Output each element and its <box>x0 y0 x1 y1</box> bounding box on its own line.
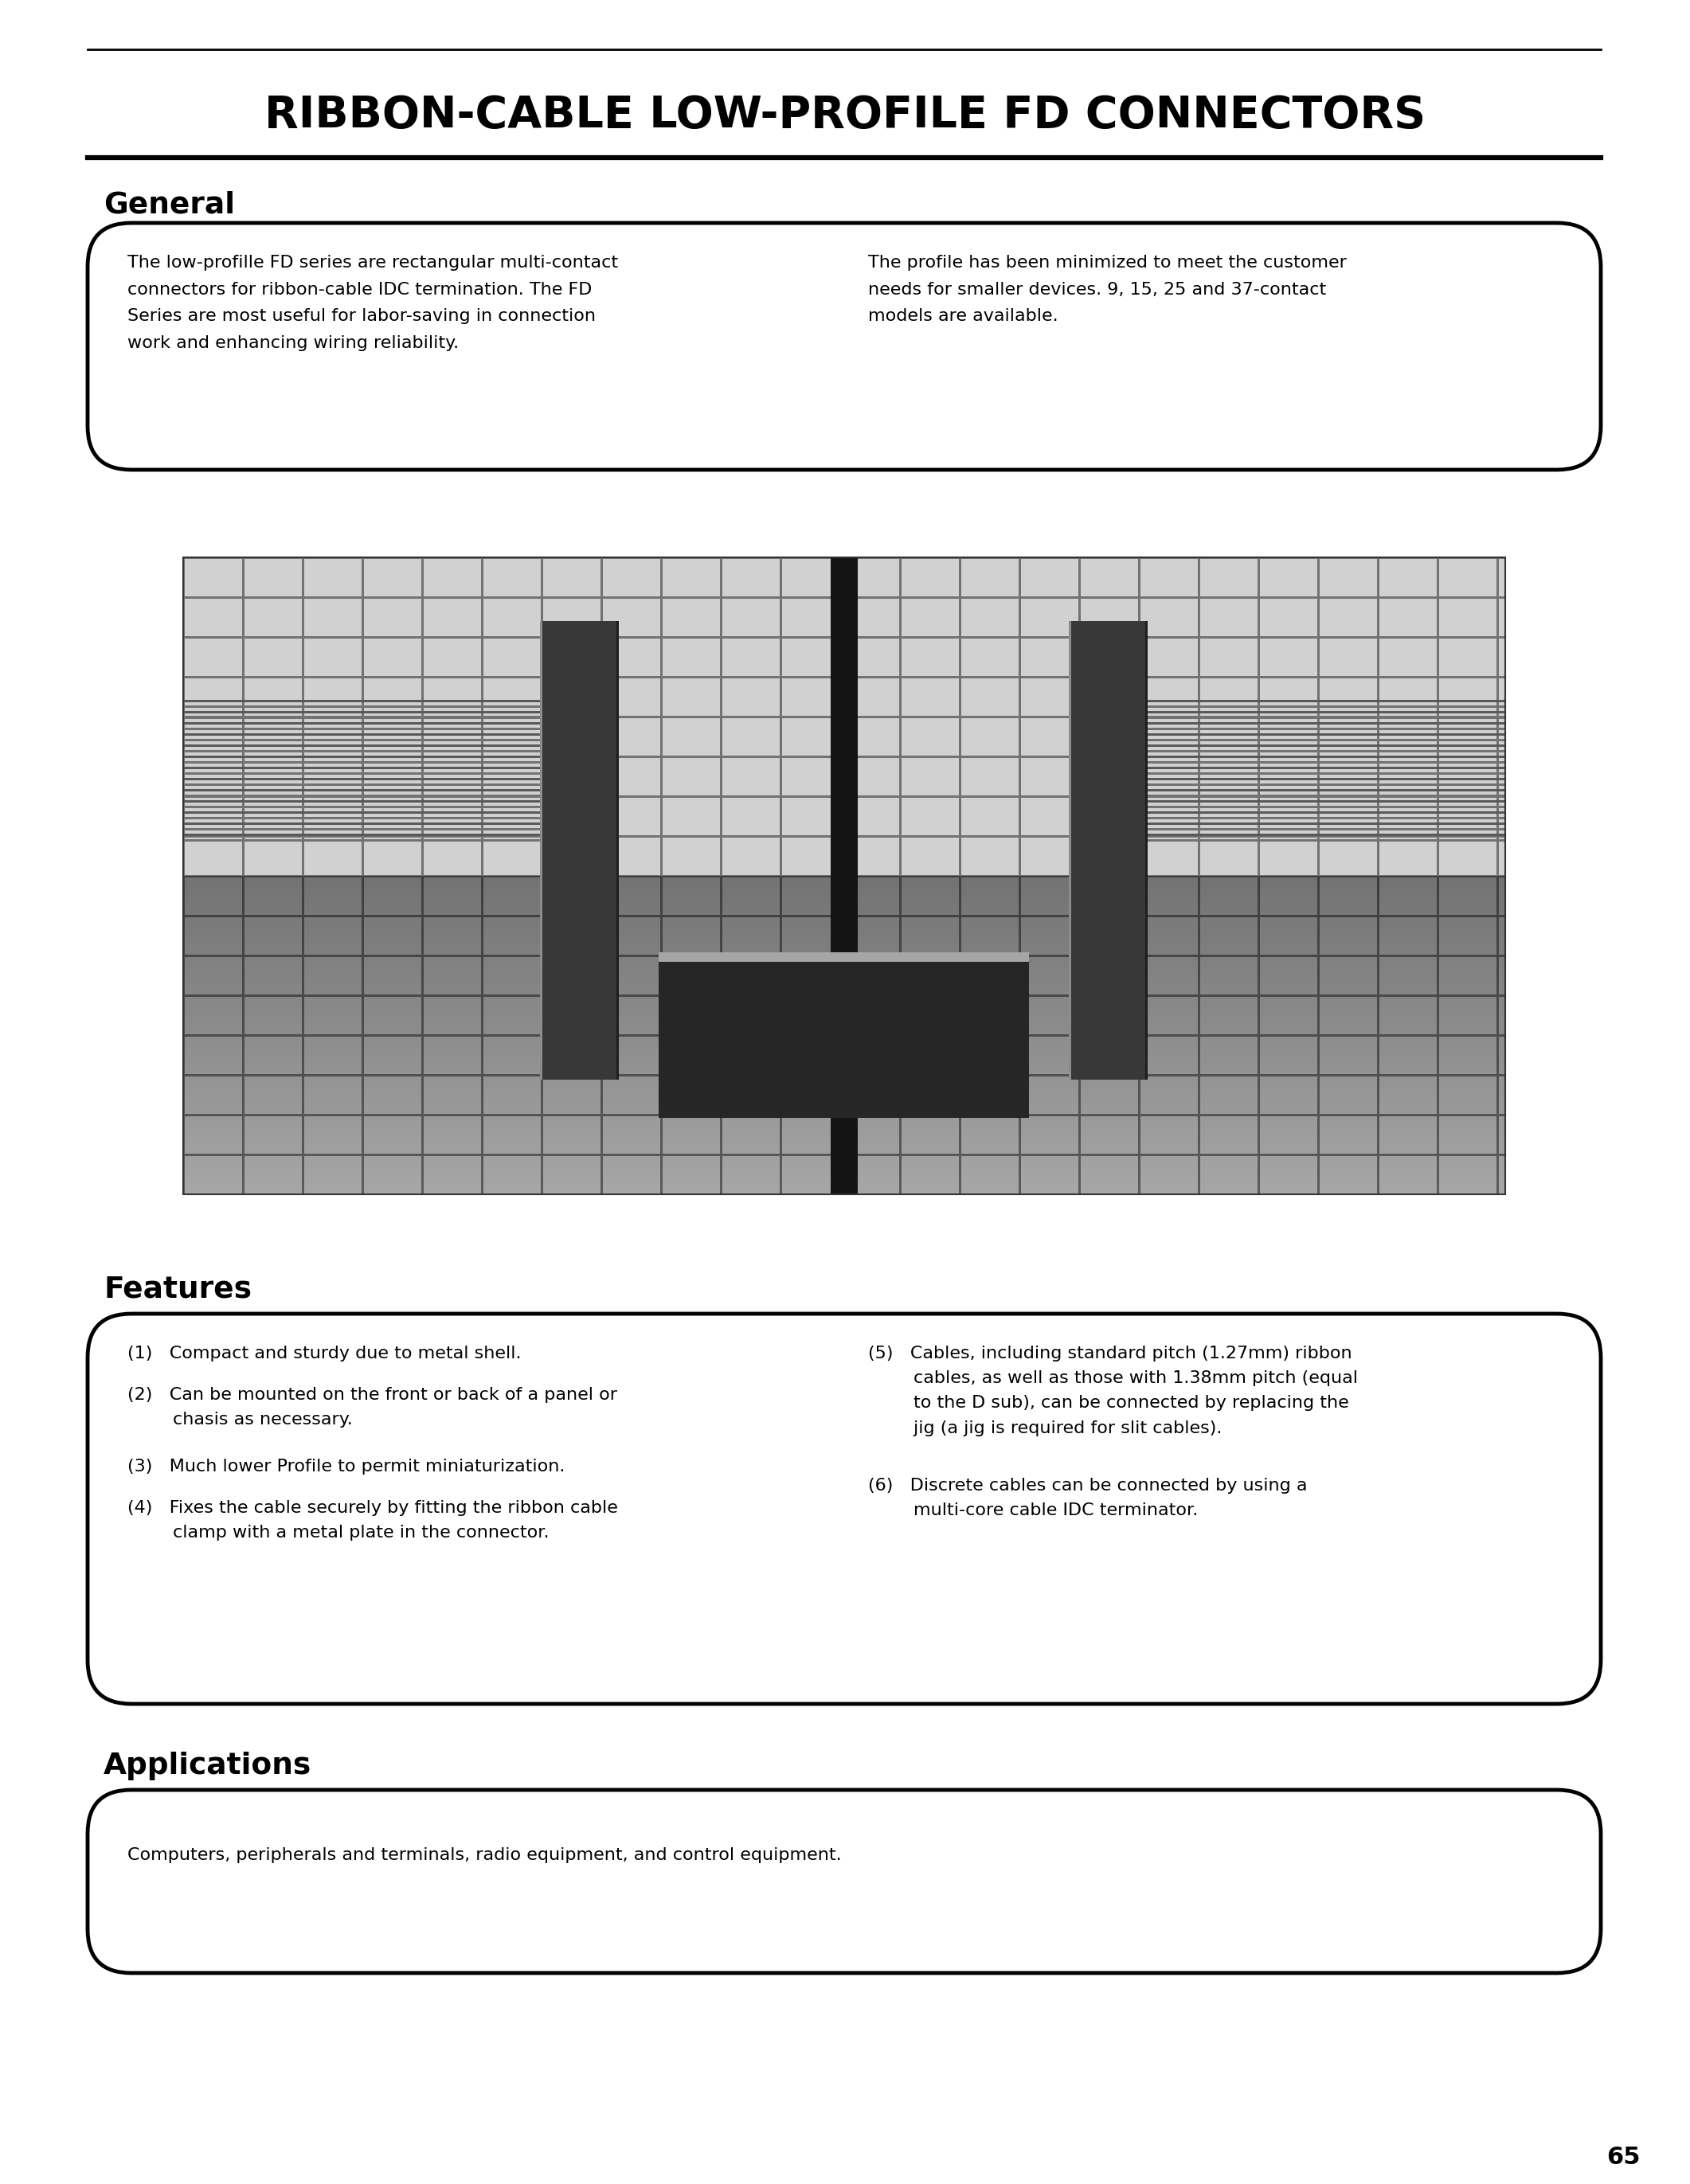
Text: 65: 65 <box>1607 2147 1641 2169</box>
Text: General: General <box>103 190 235 221</box>
Text: (6)   Discrete cables can be connected by using a
        multi-core cable IDC t: (6) Discrete cables can be connected by … <box>869 1479 1308 1518</box>
Text: (1)   Compact and sturdy due to metal shell.: (1) Compact and sturdy due to metal shel… <box>127 1345 521 1361</box>
Text: (5)   Cables, including standard pitch (1.27mm) ribbon
        cables, as well a: (5) Cables, including standard pitch (1.… <box>869 1345 1357 1437</box>
FancyBboxPatch shape <box>88 1791 1600 1972</box>
Text: (3)   Much lower Profile to permit miniaturization.: (3) Much lower Profile to permit miniatu… <box>127 1459 564 1474</box>
Bar <box>183 557 1506 1195</box>
FancyBboxPatch shape <box>88 223 1600 470</box>
Text: The profile has been minimized to meet the customer
needs for smaller devices. 9: The profile has been minimized to meet t… <box>869 256 1347 323</box>
Text: Applications: Applications <box>103 1752 311 1780</box>
FancyBboxPatch shape <box>88 1315 1600 1704</box>
Text: (2)   Can be mounted on the front or back of a panel or
        chasis as necess: (2) Can be mounted on the front or back … <box>127 1387 617 1428</box>
Text: RIBBON-CABLE LOW-PROFILE FD CONNECTORS: RIBBON-CABLE LOW-PROFILE FD CONNECTORS <box>264 94 1426 138</box>
Text: Features: Features <box>103 1275 252 1304</box>
Text: (4)   Fixes the cable securely by fitting the ribbon cable
        clamp with a : (4) Fixes the cable securely by fitting … <box>127 1500 619 1542</box>
Text: The low-profille FD series are rectangular multi-contact
connectors for ribbon-c: The low-profille FD series are rectangul… <box>127 256 619 352</box>
Text: Computers, peripherals and terminals, radio equipment, and control equipment.: Computers, peripherals and terminals, ra… <box>127 1848 842 1863</box>
